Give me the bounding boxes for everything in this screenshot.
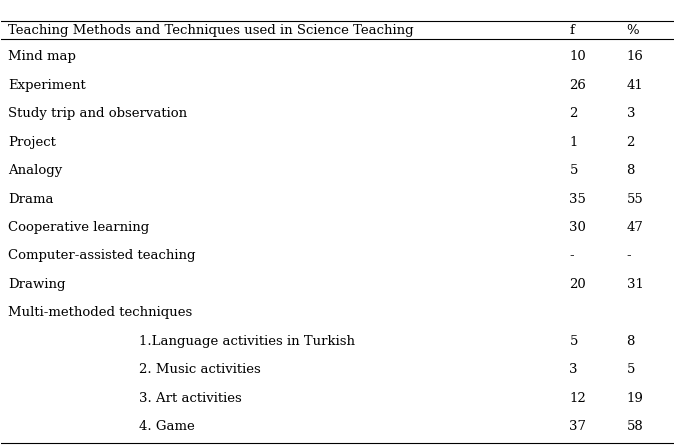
Text: 8: 8 [626,164,635,177]
Text: Drawing: Drawing [8,278,65,291]
Text: Cooperative learning: Cooperative learning [8,221,149,234]
Text: 58: 58 [626,420,643,433]
Text: Analogy: Analogy [8,164,62,177]
Text: 1.Language activities in Turkish: 1.Language activities in Turkish [122,335,356,348]
Text: 8: 8 [626,335,635,348]
Text: 16: 16 [626,51,643,63]
Text: Multi-methoded techniques: Multi-methoded techniques [8,306,192,319]
Text: 31: 31 [626,278,643,291]
Text: 19: 19 [626,392,643,405]
Text: 2: 2 [570,107,578,120]
Text: 5: 5 [570,335,578,348]
Text: 3: 3 [570,363,578,376]
Text: 37: 37 [570,420,587,433]
Text: 4. Game: 4. Game [122,420,195,433]
Text: 30: 30 [570,221,587,234]
Text: %: % [626,24,639,37]
Text: Computer-assisted teaching: Computer-assisted teaching [8,249,196,262]
Text: 5: 5 [626,363,635,376]
Text: 1: 1 [570,136,578,149]
Text: 12: 12 [570,392,586,405]
Text: 55: 55 [626,193,643,206]
Text: 5: 5 [570,164,578,177]
Text: 2. Music activities: 2. Music activities [122,363,261,376]
Text: 47: 47 [626,221,643,234]
Text: 35: 35 [570,193,587,206]
Text: Study trip and observation: Study trip and observation [8,107,187,120]
Text: 3. Art activities: 3. Art activities [122,392,242,405]
Text: 26: 26 [570,79,587,92]
Text: f: f [570,24,574,37]
Text: 10: 10 [570,51,586,63]
Text: 2: 2 [626,136,635,149]
Text: Project: Project [8,136,56,149]
Text: -: - [626,249,631,262]
Text: Drama: Drama [8,193,53,206]
Text: Experiment: Experiment [8,79,86,92]
Text: -: - [570,249,574,262]
Text: 20: 20 [570,278,586,291]
Text: 41: 41 [626,79,643,92]
Text: 3: 3 [626,107,635,120]
Text: Teaching Methods and Techniques used in Science Teaching: Teaching Methods and Techniques used in … [8,24,414,37]
Text: Mind map: Mind map [8,51,76,63]
